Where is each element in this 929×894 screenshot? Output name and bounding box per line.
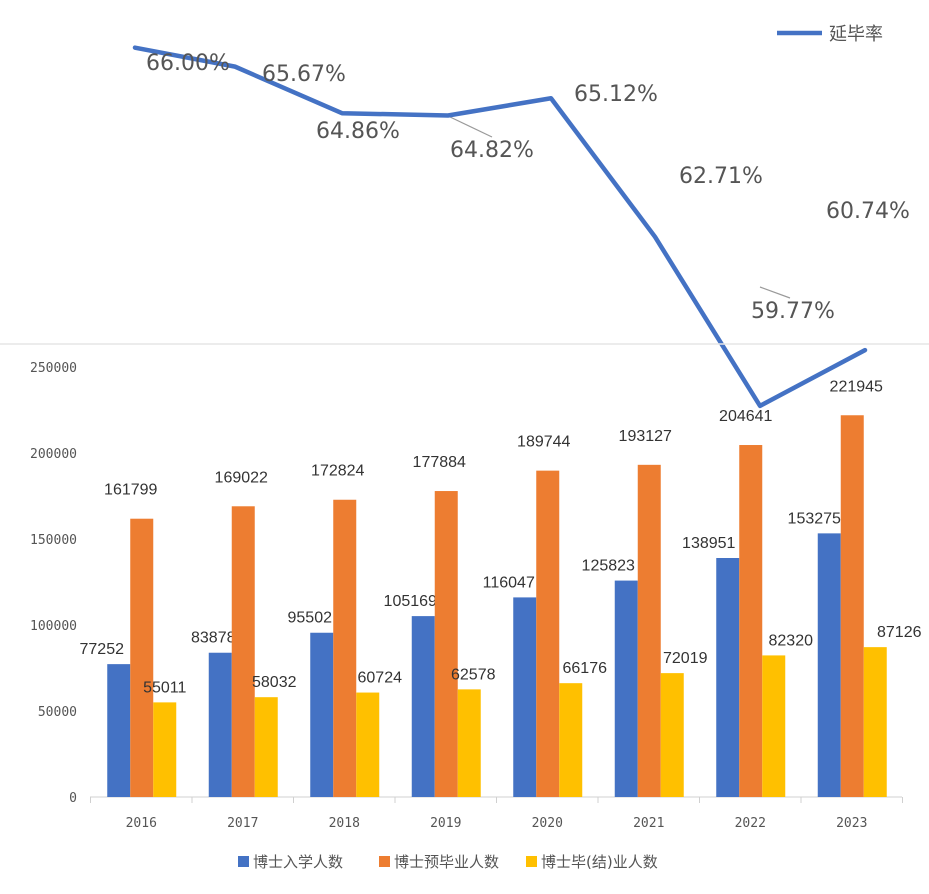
x-tick-label: 2021 — [633, 816, 664, 831]
bar-value-label: 125823 — [582, 558, 635, 575]
data-label: 60.74% — [826, 199, 910, 224]
data-label: 65.12% — [574, 82, 658, 107]
bar-value-label: 58032 — [252, 674, 297, 691]
data-label: 64.86% — [316, 119, 400, 144]
bar-value-label: 193127 — [619, 428, 672, 445]
bar-value-label: 95502 — [288, 610, 333, 627]
legend-label: 博士入学人数 — [253, 853, 343, 871]
legend-label: 博士预毕业人数 — [394, 853, 499, 871]
y-tick-label: 0 — [69, 791, 77, 806]
bar-value-label: 153275 — [788, 510, 841, 527]
bar-value-label: 62578 — [451, 666, 496, 683]
bar-expected-grad — [231, 506, 255, 797]
y-tick-label: 100000 — [30, 619, 77, 634]
bar-enrolled — [817, 533, 841, 797]
data-label: 66.00% — [146, 51, 230, 76]
bar-graduated — [863, 647, 887, 797]
bar-expected-grad — [333, 499, 357, 797]
x-tick-label: 2016 — [126, 816, 157, 831]
bar-value-label: 60724 — [358, 670, 403, 687]
bar-value-label: 77252 — [80, 641, 125, 658]
bar-value-label: 83878 — [191, 630, 236, 647]
data-label: 59.77% — [751, 299, 835, 324]
bar-value-label: 138951 — [682, 535, 735, 552]
bar-value-label: 221945 — [830, 378, 883, 395]
bar-enrolled — [411, 616, 435, 797]
bar-enrolled — [310, 632, 334, 797]
legend-swatch — [379, 856, 390, 867]
bar-expected-grad — [637, 464, 661, 797]
line-chart-delay-rate: 66.00% 65.67% 64.86% 64.82% 65.12% 62.71% 59.7… — [132, 24, 910, 409]
bar-value-label: 204641 — [719, 408, 772, 425]
bar-value-label: 177884 — [413, 454, 466, 471]
bar-graduated — [356, 692, 380, 797]
y-tick-label: 150000 — [30, 533, 77, 548]
bar-expected-grad — [739, 445, 763, 797]
bar-value-label: 66176 — [563, 660, 608, 677]
bar-value-label: 82320 — [769, 632, 814, 649]
y-tick-label: 200000 — [30, 447, 77, 462]
legend-swatch — [526, 856, 537, 867]
bar-expected-grad — [840, 415, 864, 797]
bar-value-label: 169022 — [215, 469, 268, 486]
bar-expected-grad — [434, 491, 458, 797]
data-label: 64.82% — [450, 138, 534, 163]
bar-value-label: 72019 — [663, 650, 708, 667]
bar-graduated — [762, 655, 786, 797]
legend-label: 博士毕(结)业人数 — [541, 853, 658, 871]
bar-graduated — [559, 683, 583, 797]
bar-expected-grad — [536, 470, 560, 797]
bar-graduated — [254, 697, 278, 797]
x-tick-label: 2019 — [430, 816, 461, 831]
x-tick-label: 2023 — [836, 816, 867, 831]
x-tick-label: 2017 — [227, 816, 258, 831]
line-series-delay-rate — [132, 45, 868, 409]
bar-enrolled — [208, 652, 232, 797]
bar-graduated — [153, 702, 177, 797]
leader-line — [759, 286, 791, 299]
bar-value-label: 116047 — [483, 574, 535, 591]
bar-value-label: 189744 — [517, 434, 570, 451]
bar-value-label: 161799 — [104, 482, 157, 499]
bar-enrolled — [513, 597, 537, 797]
bar-enrolled — [107, 664, 131, 797]
data-label: 62.71% — [679, 164, 763, 189]
y-tick-label: 50000 — [38, 705, 77, 720]
bar-value-label: 105169 — [384, 593, 437, 610]
x-tick-label: 2018 — [329, 816, 360, 831]
x-tick-label: 2022 — [735, 816, 766, 831]
bar-expected-grad — [130, 518, 154, 797]
legend-swatch — [238, 856, 249, 867]
bar-value-label: 87126 — [877, 624, 922, 641]
data-label: 65.67% — [262, 62, 346, 87]
bar-graduated — [457, 689, 481, 797]
leader-line — [447, 115, 493, 138]
x-tick-label: 2020 — [532, 816, 563, 831]
bar-enrolled — [614, 580, 638, 797]
bar-value-label: 172824 — [311, 463, 364, 480]
y-tick-label: 250000 — [30, 361, 77, 376]
bar-value-label: 55011 — [143, 679, 186, 696]
bar-chart-phd-counts: 0 50000 100000 150000 200000 250000 77252 16179… — [30, 361, 922, 871]
bar-enrolled — [716, 558, 740, 797]
bar-graduated — [660, 673, 684, 797]
legend-label: 延毕率 — [829, 24, 883, 45]
